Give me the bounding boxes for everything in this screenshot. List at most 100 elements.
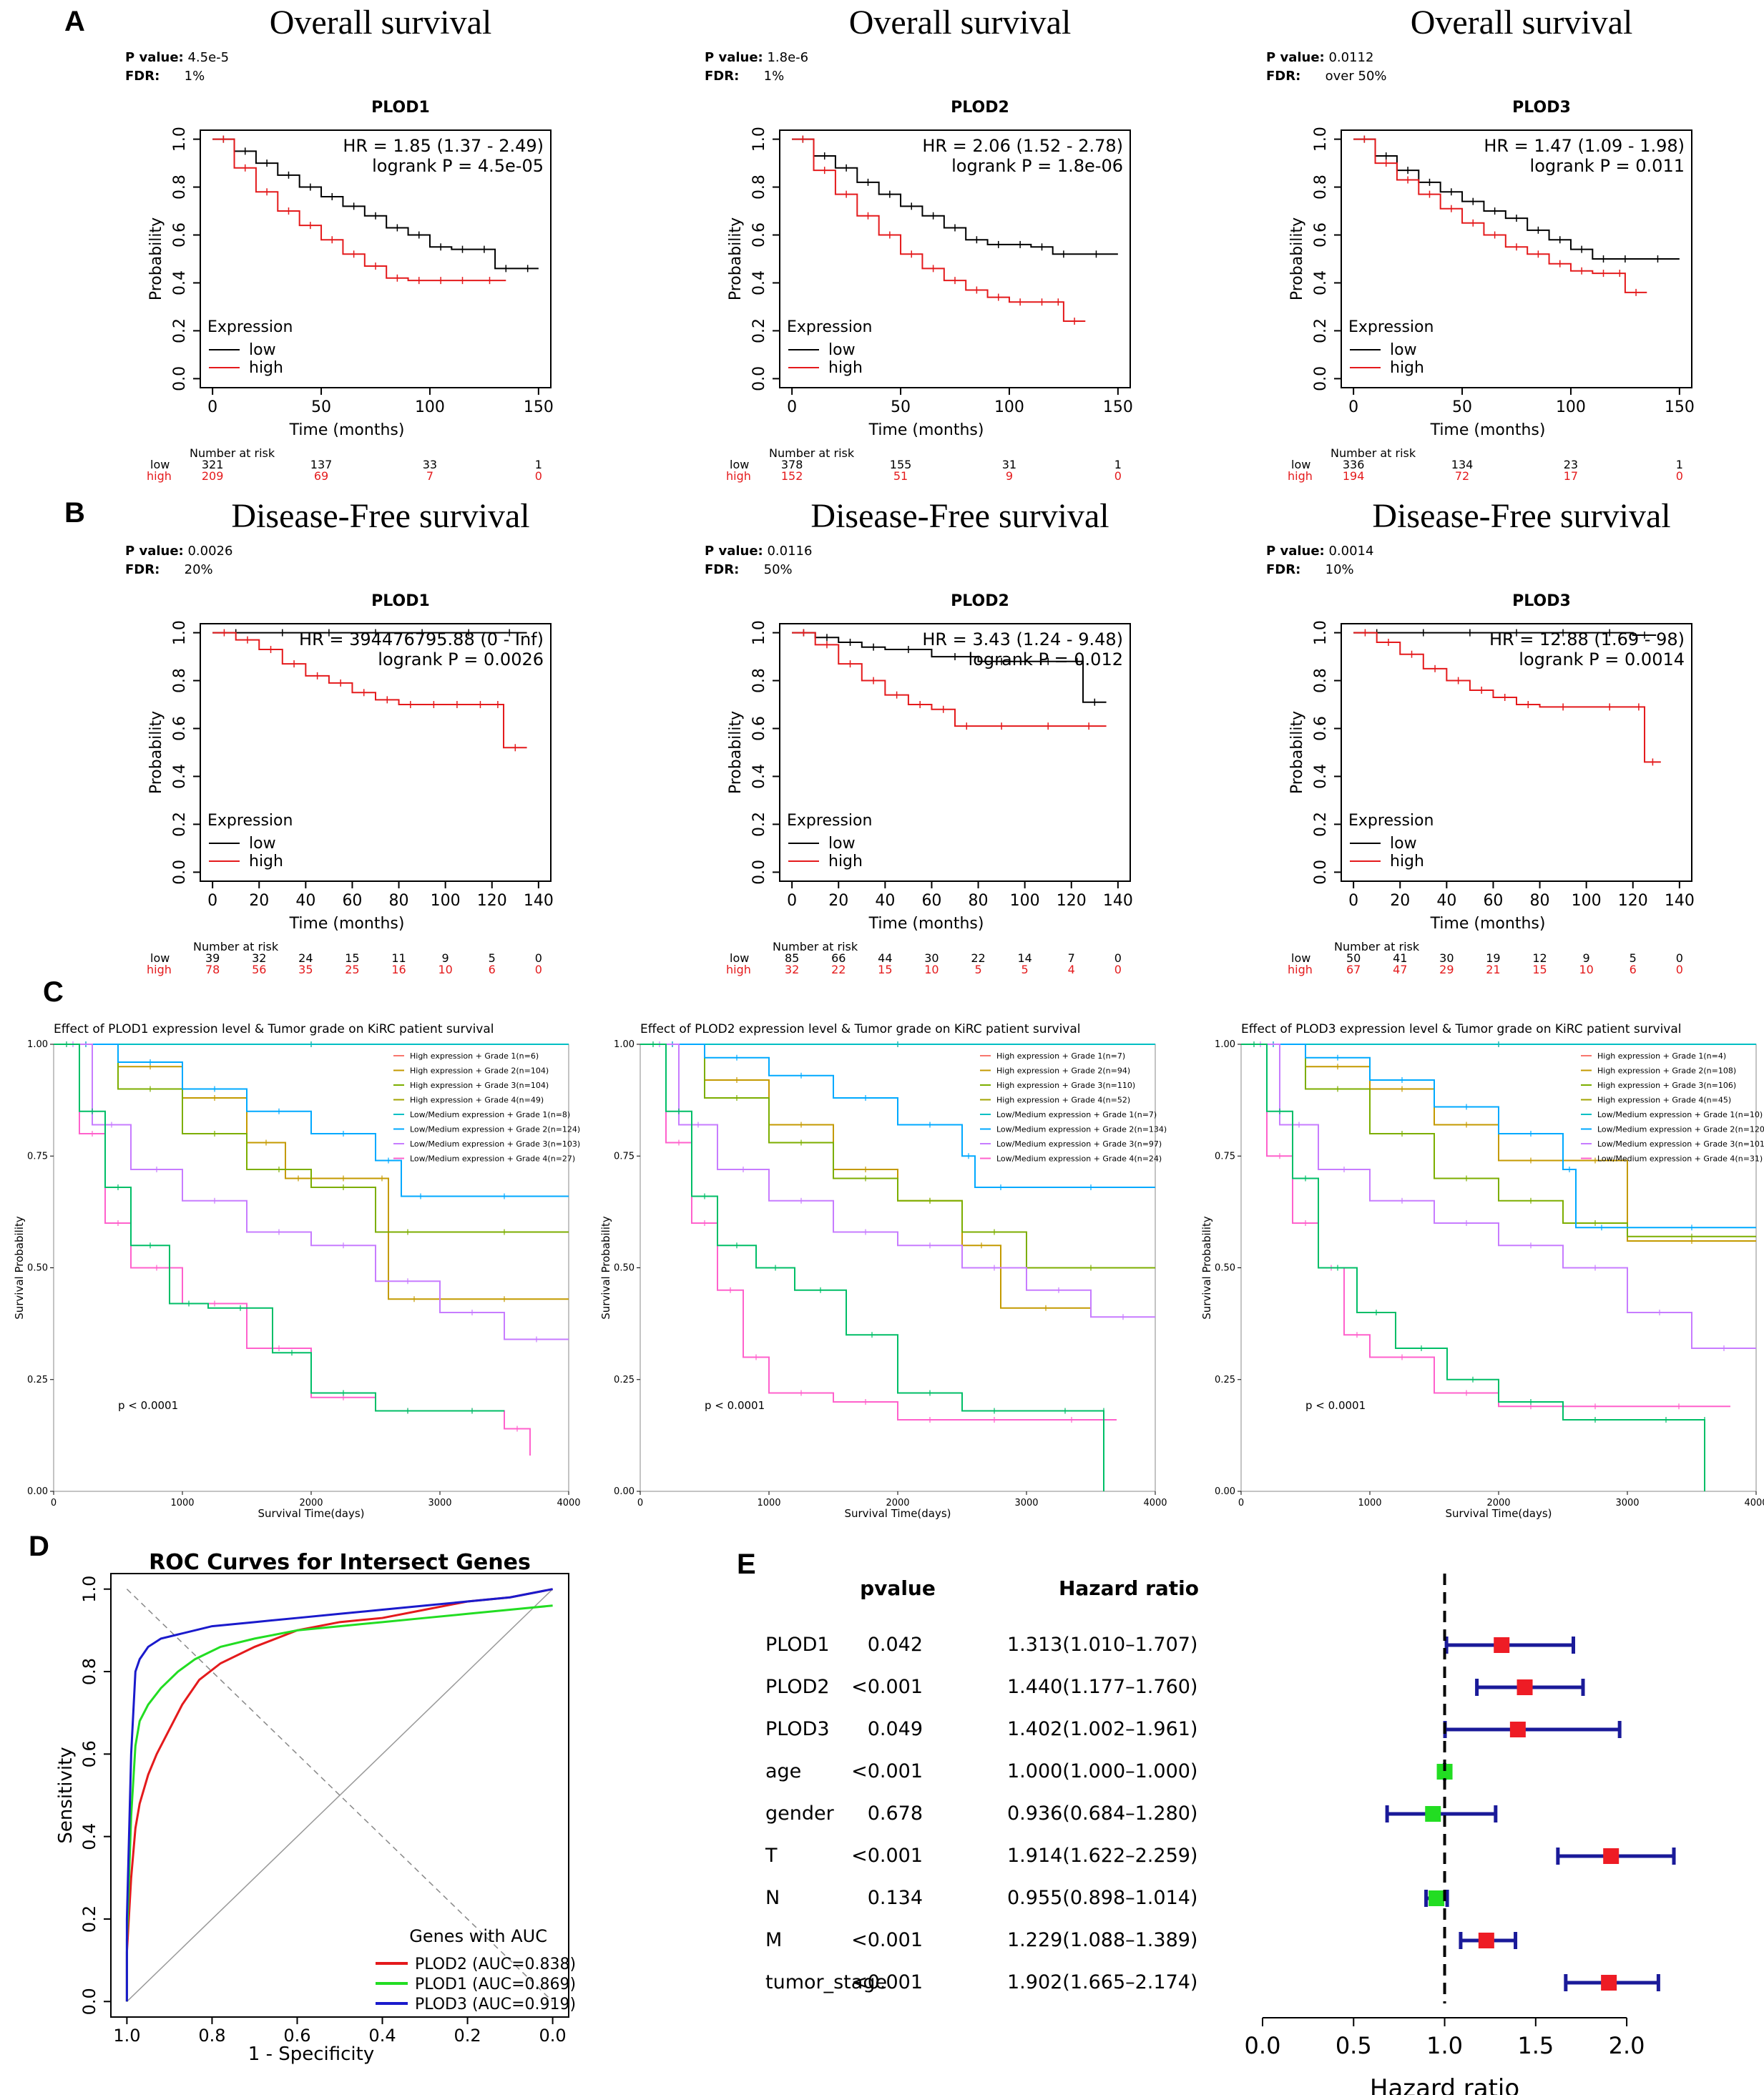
risk-high-value: 78 [205, 963, 220, 976]
y-tick-label: 1.00 [27, 1039, 48, 1050]
x-tick-label: 0 [1348, 398, 1358, 416]
y-axis-label: Probability [1288, 711, 1306, 794]
legend-title: Expression [207, 318, 293, 336]
y-tick-label: 0.4 [750, 764, 768, 789]
logrank-text: logrank P = 0.0014 [1519, 649, 1685, 669]
x-tick-label: 0 [1238, 1498, 1244, 1508]
hr-point [1425, 1806, 1441, 1822]
risk-low-value: 30 [1439, 951, 1454, 965]
risk-high-value: 0 [1114, 963, 1122, 976]
x-tick-label: 20 [249, 892, 269, 910]
fdr-line: FDR: 10% [1266, 562, 1354, 577]
plot-frame [1341, 129, 1692, 388]
risk-high-value: 56 [252, 963, 267, 976]
grade-survival-chart: Effect of PLOD2 expression level & Tumor… [599, 1022, 1167, 1520]
forest-row-pvalue: 0.042 [868, 1634, 923, 1656]
risk-row-high: high [1288, 963, 1313, 976]
x-tick-label: 4000 [557, 1498, 580, 1508]
y-tick-label: 0.00 [614, 1486, 634, 1497]
km-chart: 0.0 0.2 0.4 0.6 0.8 1.0 0 20 40 60 80 100 120 140 Time… [727, 620, 1133, 933]
y-axis-label: Survival Probability [1200, 1216, 1213, 1320]
fdr-value: 1% [739, 69, 785, 84]
km-chart: 0.0 0.2 0.4 0.6 0.8 1.0 0 20 40 60 80 100 120 140 Time… [147, 620, 554, 933]
y-tick-label: 1.0 [750, 620, 768, 645]
x-tick-label: 0.0 [1245, 2032, 1281, 2059]
risk-low-value: 0 [1114, 951, 1122, 965]
forest-x-label: Hazard ratio [1370, 2074, 1519, 2095]
p-value-line: P value: 0.0112 [1266, 50, 1373, 65]
x-tick-label: 1000 [170, 1498, 194, 1508]
legend-entry: High expression + Grade 2(n=104) [410, 1066, 549, 1076]
forest-row-hr: 1.402(1.002–1.961) [1007, 1718, 1197, 1740]
fdr-value: 1% [160, 69, 205, 84]
p-value-line: P value: 0.0014 [1266, 544, 1373, 559]
risk-high-value: 35 [298, 963, 313, 976]
fdr-line: FDR: 1% [125, 69, 205, 84]
risk-row-low: low [1291, 951, 1311, 965]
forest-row-hr: 1.229(1.088–1.389) [1007, 1929, 1197, 1951]
risk-low-value: 19 [1486, 951, 1501, 965]
x-tick-label: 2000 [886, 1498, 909, 1508]
fdr-label: FDR: [705, 562, 740, 577]
km-chart: 0.0 0.2 0.4 0.6 0.8 1.0 0 50 100 150 Time (months)… [147, 127, 554, 439]
grade-survival-chart: Effect of PLOD3 expression level & Tumor… [1200, 1022, 1764, 1520]
forest-row-label: PLOD2 [765, 1676, 830, 1698]
risk-row-low: low [730, 458, 750, 471]
plot-frame [200, 623, 552, 882]
legend-entry: High expression + Grade 4(n=45) [1597, 1096, 1731, 1105]
legend-high: high [1390, 853, 1424, 870]
y-tick-label: 0.0 [79, 1988, 99, 2015]
forest-row-hr: 1.914(1.622–2.259) [1007, 1845, 1197, 1867]
hr-point [1516, 1679, 1533, 1695]
risk-row-high: high [147, 469, 172, 483]
x-tick-label: 60 [1483, 892, 1503, 910]
hr-point [1509, 1722, 1526, 1737]
legend-entry: Low/Medium expression + Grade 3(n=97) [996, 1139, 1162, 1149]
risk-title: Number at risk [769, 446, 855, 460]
risk-low-value: 7 [1067, 951, 1075, 965]
forest-row-label: gender [765, 1802, 835, 1825]
risk-low-value: 44 [878, 951, 893, 965]
risk-low-value: 24 [298, 951, 313, 965]
x-tick-label: 50 [1452, 398, 1472, 416]
roc-chart: ROC Curves for Intersect Genes 0.0 0.2 0.4 0… [55, 1552, 576, 2065]
risk-high-value: 67 [1346, 963, 1361, 976]
legend-entry: Low/Medium expression + Grade 1(n=8) [410, 1110, 570, 1119]
risk-low-value: 378 [780, 458, 803, 471]
x-tick-label: 2000 [299, 1498, 323, 1508]
x-tick-label: 1000 [757, 1498, 780, 1508]
risk-high-value: 22 [831, 963, 846, 976]
legend-high: high [1390, 359, 1424, 377]
y-tick-label: 0.6 [79, 1740, 99, 1767]
legend-entry: Low/Medium expression + Grade 3(n=103) [410, 1139, 580, 1149]
risk-row-low: low [150, 458, 170, 471]
hr-text: HR = 3.43 (1.24 - 9.48) [922, 629, 1123, 649]
risk-low-value: 66 [831, 951, 846, 965]
p-value: 0.0014 [1324, 544, 1374, 559]
x-tick-label: 60 [921, 892, 941, 910]
grade-curve [1241, 1044, 1756, 1229]
x-tick-label: 0 [787, 892, 797, 910]
x-tick-label: 0.6 [283, 2026, 310, 2046]
x-tick-label: 1.0 [1426, 2032, 1463, 2059]
y-tick-label: 0.4 [1312, 270, 1330, 295]
risk-low-value: 321 [201, 458, 224, 471]
x-tick-label: 2.0 [1609, 2032, 1645, 2059]
legend-high: high [828, 853, 863, 870]
risk-row-high: high [726, 963, 751, 976]
x-tick-label: 50 [891, 398, 911, 416]
legend-entry: Low/Medium expression + Grade 2(n=134) [996, 1125, 1167, 1134]
y-tick-label: 0.6 [1312, 222, 1330, 247]
risk-low-value: 9 [1582, 951, 1590, 965]
x-tick-label: 100 [1010, 892, 1040, 910]
fdr-value: 10% [1300, 562, 1354, 577]
risk-low-value: 50 [1346, 951, 1361, 965]
risk-high-value: 25 [345, 963, 360, 976]
p-value-line: P value: 0.0026 [125, 544, 232, 559]
forest-row-hr: 0.955(0.898–1.014) [1007, 1887, 1197, 1909]
plot-frame [110, 1573, 569, 2018]
x-tick-label: 0 [207, 398, 217, 416]
hr-point [1603, 1848, 1620, 1864]
km-curve-high [212, 138, 506, 282]
p-value-text: p < 0.0001 [705, 1399, 765, 1412]
